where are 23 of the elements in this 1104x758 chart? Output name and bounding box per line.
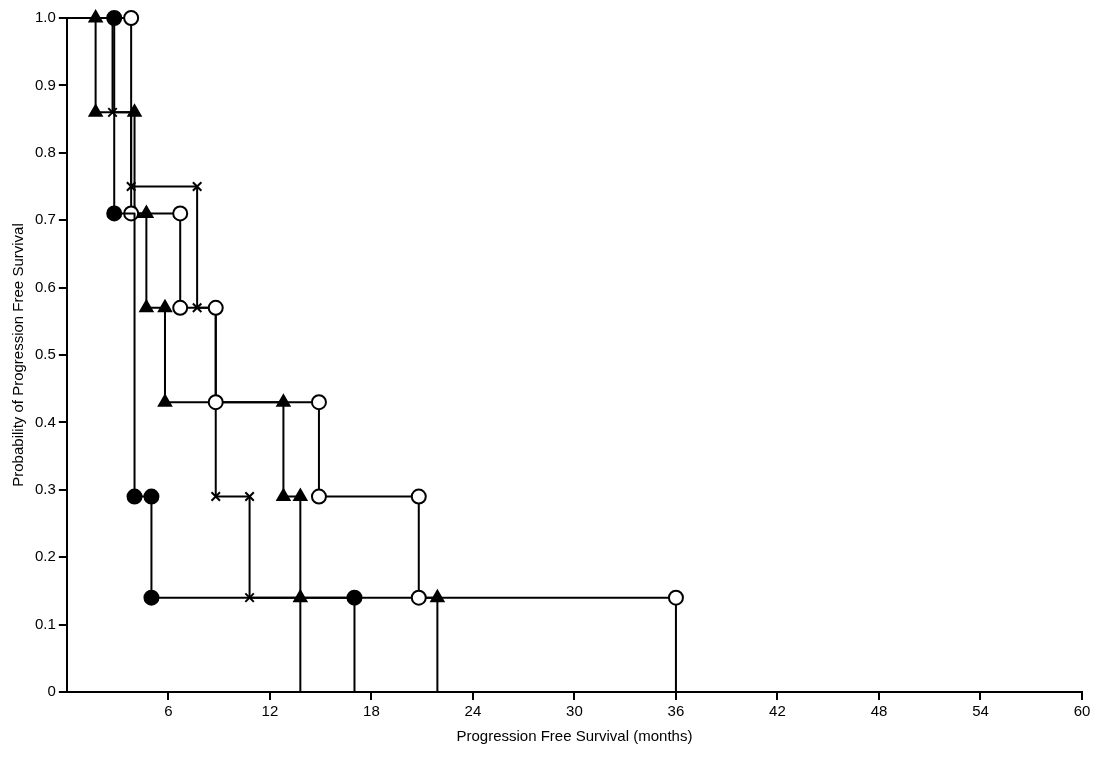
x-axis-title: Progression Free Survival (months) <box>456 727 693 745</box>
x-tick-label: 6 <box>164 702 173 720</box>
x-tick-label: 30 <box>566 702 583 720</box>
x-tick-label: 36 <box>667 702 685 720</box>
x-tick-label: 24 <box>464 702 482 720</box>
y-tick-label: 1.0 <box>34 8 56 26</box>
y-tick-label: 0.7 <box>34 210 56 228</box>
x-tick-label: 12 <box>261 702 279 720</box>
x-tick-label: 18 <box>363 702 380 720</box>
x-tick-label: 60 <box>1073 702 1091 720</box>
y-tick-label: 0 <box>47 682 56 700</box>
y-tick-label: 0.6 <box>34 277 56 295</box>
y-axis-title: Probability of Progression Free Survival <box>9 223 27 487</box>
x-tick-label: 48 <box>870 702 888 720</box>
y-tick-label: 0.5 <box>34 345 56 363</box>
y-tick-label: 0.2 <box>34 547 56 565</box>
y-tick-label: 0.9 <box>34 75 56 93</box>
y-tick-label: 0.8 <box>34 142 56 160</box>
x-tick-label: 42 <box>769 702 786 720</box>
y-tick-label: 0.4 <box>34 412 56 430</box>
x-tick-label: 54 <box>972 702 989 720</box>
y-tick-label: 0.1 <box>34 614 56 632</box>
y-tick-label: 0.3 <box>34 479 56 497</box>
